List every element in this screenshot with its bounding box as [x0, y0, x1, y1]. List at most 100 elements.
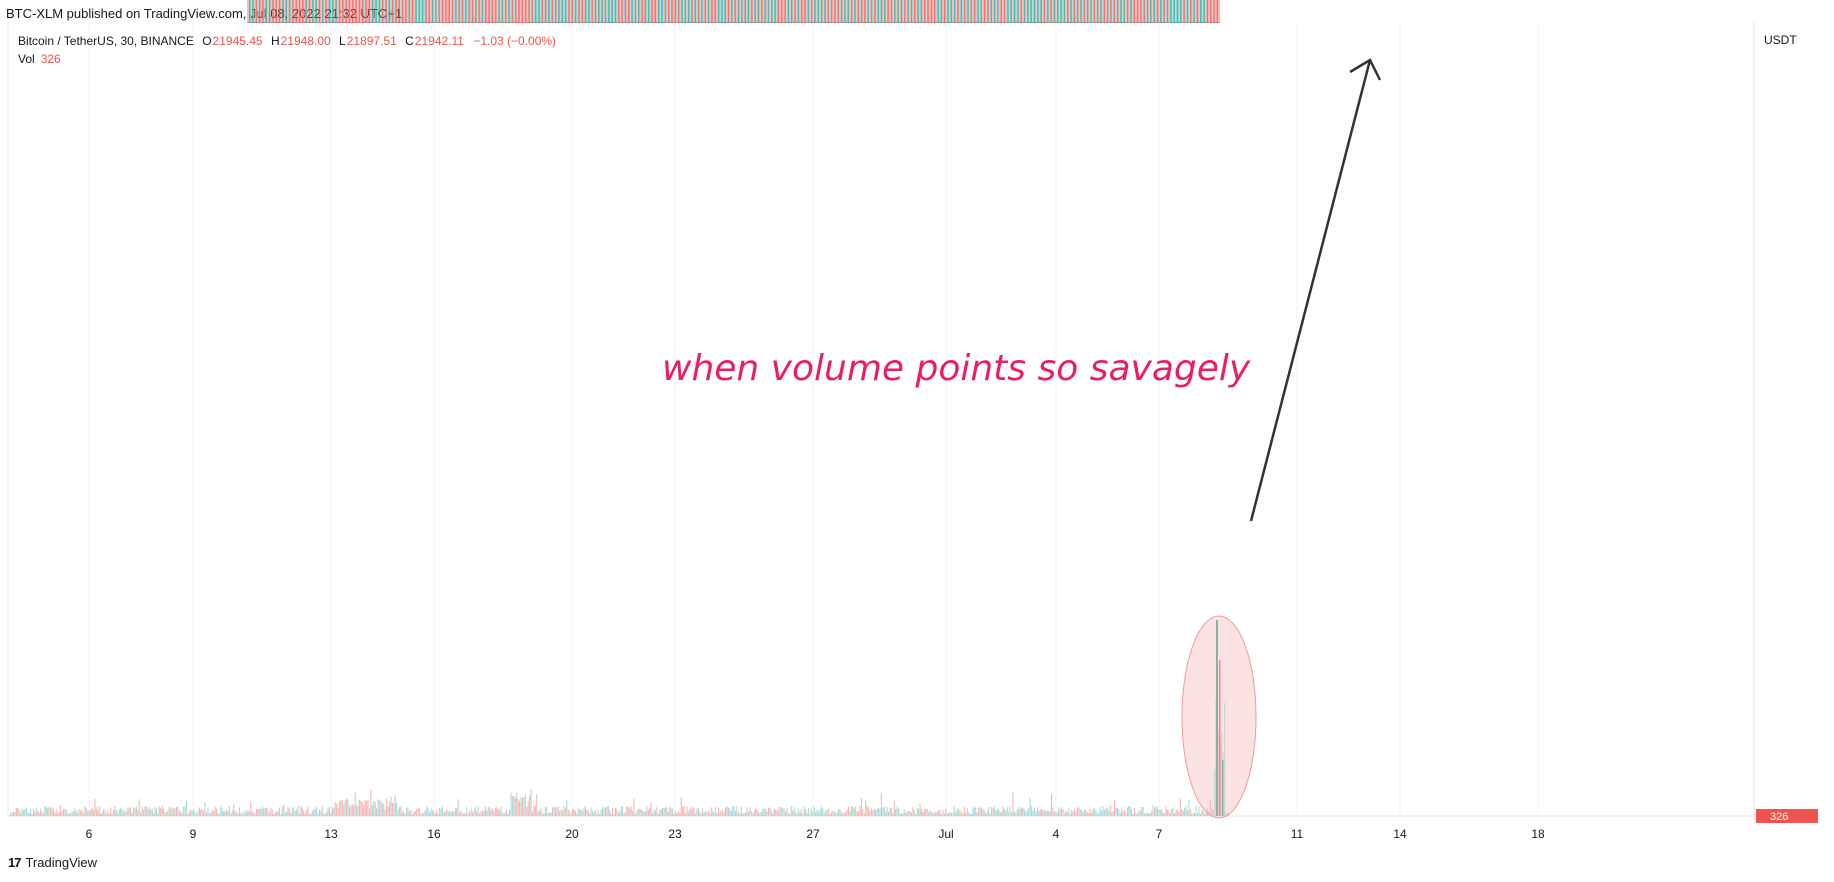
volume-bar [521, 797, 524, 816]
candle-body [250, 22, 252, 23]
volume-bar [287, 807, 289, 816]
candle-body [1035, 22, 1037, 23]
candle-body [1109, 22, 1111, 23]
volume-bar [220, 806, 222, 816]
volume-bar [91, 807, 93, 816]
volume-bar [835, 813, 837, 816]
volume-bar [531, 812, 534, 816]
candle-body [649, 22, 651, 23]
volume-bar [1135, 812, 1137, 816]
volume-bar [237, 813, 239, 816]
candle-body [1155, 22, 1157, 23]
volume-bar [35, 807, 37, 816]
volume-bar [190, 809, 192, 816]
candle-body [430, 22, 432, 23]
candle-body [839, 22, 841, 23]
candle-body [939, 22, 941, 23]
volume-bar [756, 808, 758, 816]
volume-bar [373, 801, 375, 816]
volume-bar [185, 800, 187, 816]
volume-bar [308, 813, 310, 816]
volume-bar [656, 807, 658, 816]
candle-body [813, 22, 815, 23]
volume-bar [750, 810, 752, 816]
volume-bar [697, 807, 699, 816]
volume-bar [550, 812, 552, 816]
volume-bar [723, 812, 725, 816]
candle-body [336, 22, 338, 23]
candle-body [865, 22, 867, 23]
volume-bar [145, 806, 147, 816]
volume-bar [663, 808, 665, 816]
candle-body [530, 22, 532, 23]
volume-bar [431, 810, 433, 816]
candle-body [723, 22, 725, 23]
volume-bar [845, 812, 847, 816]
candle-body [318, 22, 321, 23]
volume-bar [1214, 769, 1216, 816]
volume-bar [390, 796, 392, 816]
candle-body [303, 22, 305, 23]
candle-body [1131, 22, 1133, 23]
volume-bar [1123, 809, 1126, 816]
volume-bar [582, 810, 584, 816]
volume-bar [95, 807, 97, 816]
candle-body [1152, 22, 1154, 23]
candle-body [889, 22, 891, 23]
volume-bar [995, 810, 997, 816]
volume-bar [288, 808, 290, 816]
candle-body [308, 22, 311, 23]
volume-bar [593, 812, 595, 816]
volume-bar [1003, 809, 1005, 816]
symbol-name[interactable]: Bitcoin / TetherUS, 30, BINANCE [18, 34, 194, 48]
volume-bar [652, 812, 654, 816]
candle-body [1118, 22, 1120, 23]
volume-bar [948, 812, 950, 816]
volume-bar [72, 811, 75, 816]
volume-bar [1196, 812, 1198, 816]
volume-bar [980, 808, 983, 816]
candle-body [852, 22, 854, 23]
candle-body [487, 22, 489, 23]
candle-body [391, 22, 394, 23]
volume-bar [1085, 810, 1087, 816]
candle-body [1092, 22, 1094, 23]
candle-body [1026, 22, 1028, 23]
candle-body [368, 22, 371, 23]
volume-bar [650, 802, 652, 816]
volume-bar [846, 809, 848, 816]
candle-body [958, 22, 960, 23]
volume-bar [670, 808, 672, 816]
candle-body [483, 22, 485, 23]
volume-bar [300, 806, 302, 816]
volume-bar [609, 809, 611, 816]
volume-bar [134, 808, 136, 816]
volume-bar [617, 812, 619, 816]
candle-body [411, 22, 414, 23]
volume-tag [1756, 809, 1818, 823]
candle-body [737, 22, 740, 23]
candle-body [832, 22, 834, 23]
time-tick-label: 6 [86, 827, 93, 841]
volume-bar [1195, 806, 1197, 816]
candle-body [574, 22, 577, 23]
volume-bar [772, 813, 774, 816]
candle-body [1144, 22, 1146, 23]
candle-body [810, 22, 813, 23]
volume-bar [942, 810, 944, 816]
candle-body [672, 22, 674, 23]
volume-bar [812, 812, 814, 816]
tradingview-logo[interactable]: 17 TradingView [8, 855, 97, 870]
volume-bar [853, 808, 855, 816]
volume-bar [563, 806, 565, 816]
volume-bar [1165, 806, 1167, 816]
candle-body [769, 22, 771, 23]
volume-bar [519, 801, 521, 816]
candle-body [276, 22, 278, 23]
candle-body [739, 22, 741, 23]
candle-body [486, 22, 488, 23]
candle-body [624, 22, 627, 23]
volume-bar [742, 813, 744, 816]
volume-label[interactable]: Vol [18, 52, 35, 66]
